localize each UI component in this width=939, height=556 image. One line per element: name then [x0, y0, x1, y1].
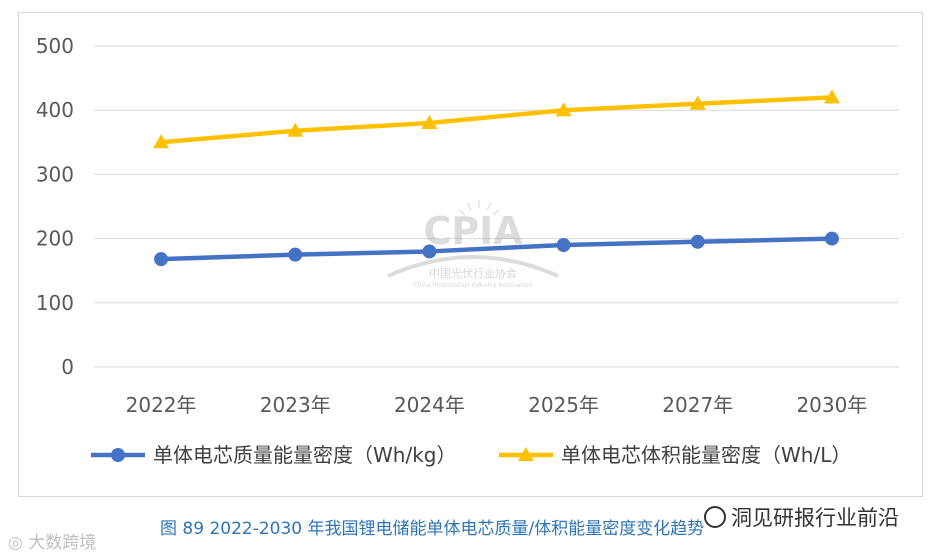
- legend-item-1: 单体电芯质量能量密度（Wh/kg）: [91, 443, 456, 467]
- data-point: [421, 115, 438, 130]
- series-line: [160, 95, 833, 145]
- corner-watermark-text: 大数跨境: [28, 533, 97, 553]
- data-point: [555, 102, 572, 117]
- x-tick-label: 2030年: [796, 393, 867, 417]
- corner-watermark: ◎ 大数跨境: [8, 528, 96, 553]
- y-tick-label: 500: [36, 34, 74, 58]
- legend-marker: [111, 448, 125, 462]
- series-line: [161, 236, 832, 262]
- x-tick-label: 2023年: [260, 393, 331, 417]
- data-point: [690, 234, 705, 249]
- x-axis-ticks: 2022年 2023年 2024年 2025年 2027年 2030年: [126, 393, 868, 417]
- data-point: [824, 231, 839, 246]
- y-tick-label: 200: [36, 227, 74, 251]
- x-tick-label: 2025年: [528, 393, 599, 417]
- data-point: [154, 252, 169, 267]
- y-tick-label: 400: [36, 98, 74, 122]
- source-watermark: 洞见研报行业前沿: [704, 502, 899, 532]
- source-watermark-text: 洞见研报行业前沿: [731, 506, 899, 530]
- y-tick-label: 300: [36, 162, 74, 186]
- legend-label: 单体电芯质量能量密度（Wh/kg）: [153, 443, 456, 467]
- grid: [94, 45, 899, 368]
- chart-frame: 0 100 200 300 400 500 2022年 2023年 2024年 2025年 202…: [18, 12, 923, 497]
- y-axis-ticks: 0 100 200 300 400 500: [36, 34, 74, 379]
- legend-label: 单体电芯体积能量密度（Wh/L）: [561, 443, 851, 467]
- x-tick-label: 2024年: [394, 393, 465, 417]
- series-2: [153, 89, 840, 149]
- data-point: [422, 244, 437, 259]
- data-point: [556, 238, 571, 253]
- y-tick-label: 100: [36, 291, 74, 315]
- data-point: [288, 247, 303, 262]
- y-tick-label: 0: [61, 355, 74, 379]
- figure-caption: 图 89 2022-2030 年我国锂电储能单体电芯质量/体积能量密度变化趋势: [160, 519, 705, 539]
- data-point: [153, 134, 170, 149]
- series: [153, 89, 840, 267]
- data-point: [287, 122, 304, 137]
- series-1: [154, 231, 839, 267]
- data-point: [823, 89, 840, 104]
- x-tick-label: 2027年: [662, 393, 733, 417]
- legend-marker: [518, 447, 534, 461]
- x-tick-label: 2022年: [126, 393, 197, 417]
- weibo-icon: ◎: [8, 533, 29, 553]
- data-point: [689, 95, 706, 110]
- wechat-icon: [704, 506, 726, 528]
- legend-item-2: 单体电芯体积能量密度（Wh/L）: [499, 443, 851, 467]
- legend: 单体电芯质量能量密度（Wh/kg） 单体电芯体积能量密度（Wh/L）: [91, 443, 851, 467]
